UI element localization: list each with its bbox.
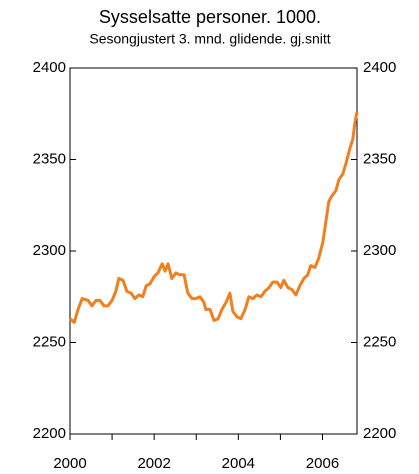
y2-tick-label: 2200 (363, 425, 396, 442)
chart-title: Sysselsatte personer. 1000. (99, 7, 321, 27)
y2-tick-label: 2350 (363, 150, 396, 167)
y2-tick-label: 2250 (363, 333, 396, 350)
y-tick-label: 2400 (33, 59, 66, 76)
chart-subtitle: Sesongjustert 3. mnd. glidende. gj.snitt (89, 31, 330, 47)
x-tick-label: 2006 (306, 455, 339, 472)
y2-tick-label: 2300 (363, 242, 396, 259)
x-tick-label: 2002 (137, 455, 170, 472)
y-tick-label: 2350 (33, 150, 66, 167)
x-tick-label: 2004 (222, 455, 255, 472)
y-tick-label: 2250 (33, 333, 66, 350)
y2-tick-label: 2400 (363, 59, 396, 76)
y-tick-label: 2200 (33, 425, 66, 442)
y-tick-label: 2300 (33, 242, 66, 259)
plot-frame (69, 67, 358, 435)
x-tick-label: 2000 (53, 455, 86, 472)
data-line (69, 111, 359, 324)
